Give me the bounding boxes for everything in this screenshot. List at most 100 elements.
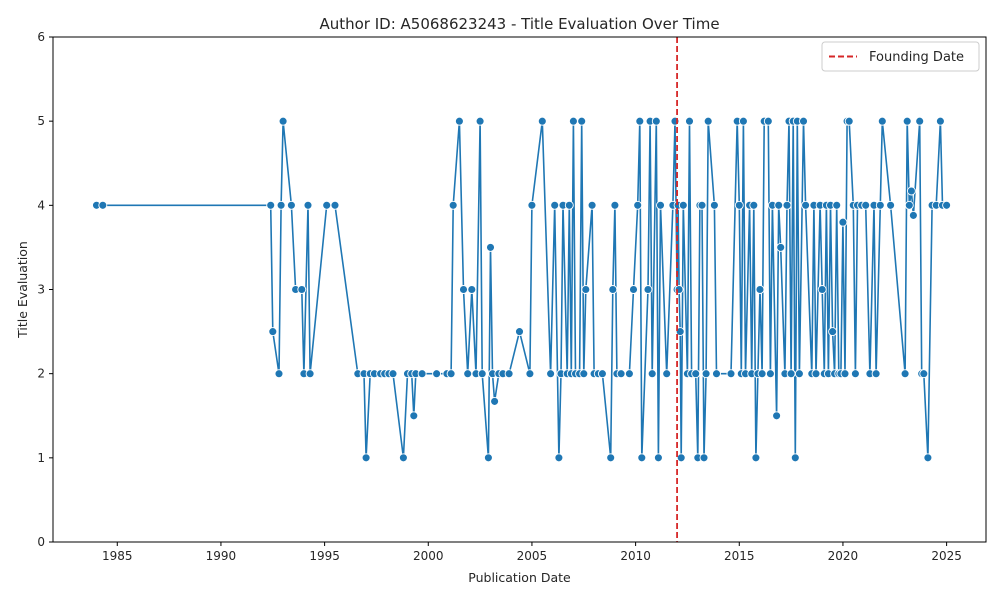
data-point bbox=[297, 285, 307, 294]
data-point bbox=[678, 200, 688, 210]
data-point bbox=[610, 200, 620, 210]
data-point bbox=[546, 369, 556, 379]
data-point bbox=[751, 453, 761, 463]
data-point bbox=[597, 369, 607, 379]
data-point bbox=[726, 369, 736, 379]
data-point bbox=[477, 369, 487, 379]
data-point bbox=[919, 369, 929, 379]
data-point bbox=[676, 453, 686, 463]
data-point bbox=[757, 369, 767, 379]
x-axis-label: Publication Date bbox=[468, 570, 571, 585]
series-layer bbox=[92, 116, 952, 463]
data-point bbox=[906, 186, 916, 196]
data-point bbox=[361, 453, 371, 463]
data-point bbox=[772, 411, 782, 421]
data-point bbox=[915, 116, 925, 126]
data-point bbox=[904, 200, 914, 210]
data-point bbox=[738, 116, 748, 126]
data-point bbox=[490, 396, 500, 406]
data-point bbox=[828, 327, 838, 337]
data-point bbox=[701, 369, 711, 379]
data-point bbox=[486, 242, 495, 252]
data-point bbox=[624, 369, 634, 379]
data-point bbox=[633, 200, 643, 210]
data-point bbox=[699, 453, 709, 463]
data-point bbox=[568, 116, 578, 126]
data-point bbox=[871, 369, 881, 379]
data-point bbox=[454, 116, 464, 126]
x-tick-label: 1985 bbox=[102, 549, 133, 563]
data-point bbox=[844, 116, 854, 126]
data-point bbox=[923, 453, 933, 463]
data-point bbox=[635, 116, 645, 126]
data-point bbox=[755, 285, 765, 294]
data-point bbox=[942, 200, 952, 210]
data-point bbox=[685, 116, 694, 126]
data-point bbox=[554, 453, 564, 463]
data-point bbox=[459, 285, 468, 294]
legend: Founding Date bbox=[821, 41, 980, 72]
data-point bbox=[662, 369, 672, 379]
data-point bbox=[564, 200, 574, 210]
data-point bbox=[850, 369, 860, 379]
data-point bbox=[900, 369, 910, 379]
data-point bbox=[463, 369, 473, 379]
data-point bbox=[709, 200, 719, 210]
data-point bbox=[734, 200, 744, 210]
x-ticks: 1985 1990 1995 2000 2005 2010 2015 2020 2025 bbox=[102, 542, 962, 563]
y-tick-label: 6 bbox=[37, 30, 45, 44]
chart-title: Author ID: A5068623243 - Title Evaluatio… bbox=[319, 15, 719, 33]
data-point bbox=[305, 369, 315, 379]
y-tick-label: 5 bbox=[37, 114, 45, 128]
x-tick-label: 2010 bbox=[620, 549, 651, 563]
y-ticks: 0 1 2 3 4 5 6 bbox=[37, 30, 53, 549]
data-point bbox=[656, 200, 665, 210]
plot-area bbox=[53, 37, 986, 542]
data-point bbox=[875, 200, 885, 210]
data-point bbox=[691, 369, 701, 379]
data-point bbox=[587, 200, 597, 210]
y-tick-label: 0 bbox=[37, 535, 45, 549]
x-tick-label: 2005 bbox=[517, 549, 548, 563]
data-point bbox=[647, 369, 657, 379]
data-point bbox=[794, 369, 804, 379]
x-tick-label: 1995 bbox=[309, 549, 340, 563]
data-point bbox=[608, 285, 618, 294]
data-point bbox=[697, 200, 707, 210]
data-point bbox=[98, 200, 108, 210]
data-point bbox=[537, 116, 547, 126]
data-point bbox=[902, 116, 912, 126]
y-tick-label: 1 bbox=[37, 451, 45, 465]
data-point bbox=[675, 327, 685, 337]
data-point bbox=[330, 200, 340, 210]
data-point bbox=[629, 285, 638, 294]
x-tick-label: 1990 bbox=[206, 549, 237, 563]
data-point bbox=[653, 453, 663, 463]
legend-label-founding-date: Founding Date bbox=[869, 50, 964, 65]
data-point bbox=[286, 200, 296, 210]
data-point bbox=[322, 200, 332, 210]
data-point bbox=[877, 116, 887, 126]
data-point bbox=[651, 116, 661, 126]
data-point bbox=[782, 200, 792, 210]
x-tick-label: 2000 bbox=[413, 549, 444, 563]
data-point bbox=[840, 369, 850, 379]
data-point bbox=[417, 369, 427, 379]
y-tick-label: 3 bbox=[37, 283, 45, 297]
data-point bbox=[266, 200, 276, 210]
data-point bbox=[581, 285, 591, 294]
data-point bbox=[799, 116, 808, 126]
y-tick-label: 4 bbox=[37, 198, 45, 212]
data-point bbox=[886, 200, 896, 210]
data-point bbox=[774, 200, 784, 210]
data-point bbox=[749, 200, 759, 210]
data-point bbox=[276, 200, 286, 210]
data-point bbox=[303, 200, 313, 210]
data-point bbox=[525, 369, 535, 379]
data-point bbox=[550, 200, 560, 210]
data-point bbox=[811, 369, 821, 379]
y-tick-label: 2 bbox=[37, 367, 45, 381]
data-point bbox=[606, 453, 616, 463]
data-point bbox=[861, 200, 871, 210]
